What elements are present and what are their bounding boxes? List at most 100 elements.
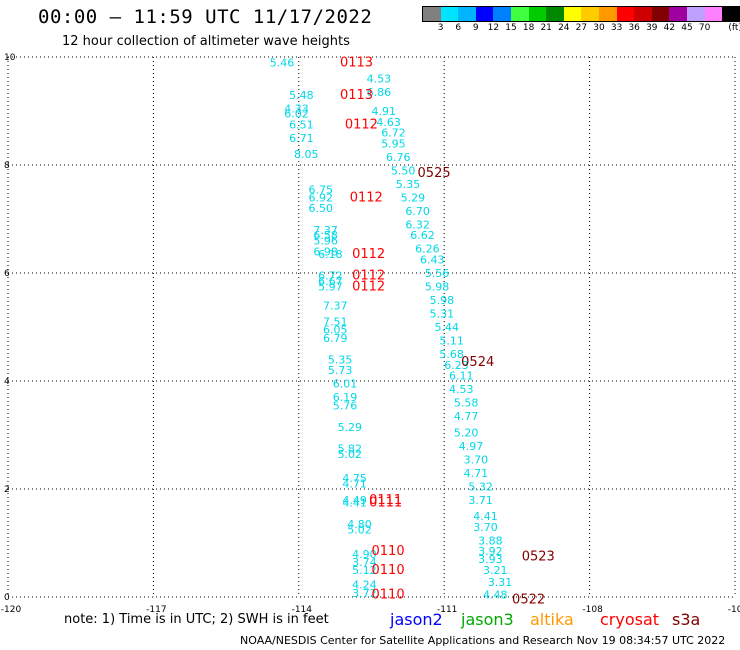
jason3-point-label: 6.86 (367, 86, 392, 99)
jason3-point-label: 5.58 (454, 397, 479, 410)
color-scale-label: 24 (558, 23, 570, 33)
jason3-point-label: 5.44 (435, 321, 460, 334)
cryosat-point-label: 0113 (340, 88, 373, 103)
color-scale-cell (581, 7, 599, 21)
jason3-point-label: 3.72 (352, 587, 377, 600)
y-tick-label: 10 (4, 53, 16, 63)
jason3-point-label: 5.98 (430, 294, 455, 307)
color-scale-label: 42 (663, 23, 676, 33)
jason3-point-label: 4.53 (367, 73, 392, 86)
jason3-point-label: 4.97 (459, 440, 484, 453)
color-scale-cell (493, 7, 511, 21)
jason3-point-label: 6.70 (405, 205, 430, 218)
color-scale-cell (634, 7, 652, 21)
jason3-point-label: 4.33 (284, 102, 309, 115)
s3a-point-label: 0522 (512, 593, 545, 608)
legend-cryosat: cryosat (600, 610, 660, 629)
jason3-point-label: 5.56 (425, 267, 450, 280)
jason3-point-label: 6.01 (333, 378, 358, 391)
color-scale-cell (722, 7, 740, 21)
y-tick-label: 2 (4, 485, 10, 495)
color-scale-cell (546, 7, 564, 21)
jason3-point-label: 6.72 (318, 270, 343, 283)
color-scale-label: 21 (540, 23, 552, 33)
cryosat-point-label: 0111 (369, 493, 402, 508)
color-scale-cell (616, 7, 635, 21)
cryosat-point-label: 0110 (372, 544, 405, 559)
jason3-point-label: 4.41 (342, 497, 367, 510)
color-scale-cell (423, 7, 441, 21)
jason3-point-label: 5.73 (328, 364, 353, 377)
jason3-point-label: 3.92 (478, 545, 503, 558)
jason3-point-label: 6.11 (449, 370, 474, 383)
jason3-point-label: 5.32 (468, 480, 493, 493)
jason3-point-label: 3.93 (478, 553, 503, 566)
y-tick-label: 6 (4, 269, 10, 279)
color-scale-cell (651, 7, 670, 21)
jason3-point-label: 6.32 (405, 218, 430, 231)
jason3-point-label: 3.70 (473, 521, 498, 534)
color-scale-label: 3 (437, 23, 444, 33)
legend-jason3: jason3 (461, 610, 514, 629)
color-scale-label: 36 (628, 23, 640, 33)
footer-credit: NOAA/NESDIS Center for Satellite Applica… (240, 634, 726, 647)
jason3-point-label: 6.67 (318, 275, 343, 288)
jason3-point-label: 6.58 (313, 229, 338, 242)
jason3-point-label: 4.90 (352, 548, 377, 561)
jason3-point-label: 6.76 (386, 151, 411, 164)
color-scale-label: 33 (610, 23, 623, 33)
y-tick-label: 4 (4, 377, 10, 387)
cryosat-point-label: 0112 (345, 118, 378, 133)
jason3-point-label: 6.05 (323, 324, 348, 337)
color-scale-label: 9 (472, 23, 479, 33)
jason3-point-label: 5.48 (289, 89, 314, 102)
jason3-point-label: 5.35 (396, 178, 421, 191)
jason3-point-label: 4.75 (342, 472, 367, 485)
jason3-point-label: 5.29 (338, 421, 363, 434)
jason3-point-label: 3.70 (464, 453, 489, 466)
jason3-point-label: 5.35 (328, 353, 353, 366)
legend-jason2: jason2 (390, 610, 443, 629)
color-scale-cell (598, 7, 617, 21)
jason3-point-label: 5.11 (439, 335, 464, 348)
jason3-point-label: 5.97 (318, 281, 343, 294)
color-scale-cell (510, 7, 529, 21)
x-tick-label: -111 (437, 605, 457, 615)
jason3-point-label: 5.02 (338, 448, 363, 461)
jason3-point-label: 5.76 (333, 399, 358, 412)
y-tick-label: 0 (4, 593, 10, 603)
x-tick-label: -105 (728, 605, 740, 615)
jason3-point-label: 6.75 (308, 183, 333, 196)
jason3-point-label: 6.71 (289, 132, 314, 145)
jason3-point-label: 4.80 (347, 518, 372, 531)
jason3-point-label: 5.12 (352, 564, 377, 577)
jason3-point-label: 4.71 (464, 467, 489, 480)
jason3-point-label: 5.02 (347, 524, 372, 537)
jason3-point-label: 6.72 (381, 127, 406, 140)
legend-altika: altika (530, 610, 574, 629)
note-text: note: 1) Time is in UTC; 2) SWH is in fe… (64, 612, 329, 627)
color-scale-label: 39 (646, 23, 658, 33)
color-scale-cell (475, 7, 494, 21)
color-scale-label: (ft) (728, 23, 740, 33)
jason3-point-label: 6.92 (308, 191, 333, 204)
s3a-point-label: 0524 (461, 355, 494, 370)
color-scale-cell (669, 7, 687, 21)
x-tick-label: -108 (582, 605, 603, 615)
jason3-point-label: 5.96 (313, 235, 338, 248)
jason3-point-label: 6.26 (415, 243, 440, 256)
jason3-point-label: 3.21 (483, 564, 508, 577)
color-scale-label: 18 (522, 23, 535, 33)
jason3-point-label: 3.31 (488, 576, 513, 589)
color-scale-label: 30 (593, 23, 605, 33)
jason3-point-label: 6.43 (420, 254, 445, 267)
cryosat-point-label: 0112 (352, 247, 385, 262)
cryosat-point-label: 0110 (372, 587, 405, 602)
jason3-point-label: 4.24 (352, 579, 377, 592)
jason3-point-label: 5.98 (425, 281, 450, 294)
jason3-point-label: 3.74 (352, 556, 377, 569)
cryosat-point-label: 0110 (372, 563, 405, 578)
color-scale-label: 6 (455, 23, 462, 33)
jason3-point-label: 6.50 (308, 202, 333, 215)
